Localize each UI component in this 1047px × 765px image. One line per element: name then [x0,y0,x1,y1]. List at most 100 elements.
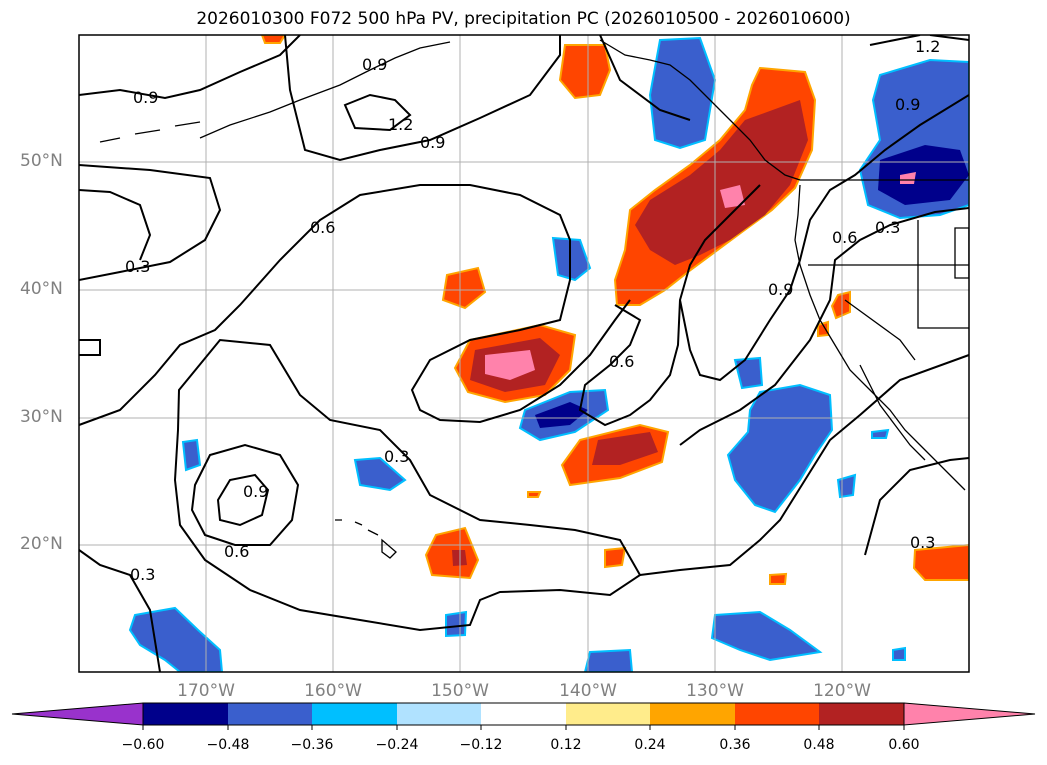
colorbar-extend-min [11,702,144,726]
precip-positive-region [912,543,969,581]
precip-max-core [485,350,535,380]
colorbar-tick-label: 0.60 [888,737,920,753]
pv-contour-0.3 [864,457,969,556]
colorbar-segment [312,703,397,725]
map-title: 2026010300 F072 500 hPa PV, precipitatio… [196,9,851,29]
state-border [954,227,969,279]
precip-negative-region [710,610,823,662]
pv-contour-0.3 [639,354,969,576]
lat-label: 30°N [20,407,63,427]
precip-positive-region [558,44,612,100]
precip-negative-core [535,402,588,428]
pv-contour-0.9 [679,94,969,382]
lon-label: 130°W [686,681,744,701]
pv-contour-0.6 [79,164,222,281]
colorbar-tick-label: 0.12 [550,737,582,753]
coastline-layer [99,39,969,559]
pv-contour-0.6 [578,184,761,427]
pv-contour-1.2 [343,93,412,132]
contour-label: 0.9 [133,88,158,107]
precip-positive-region [260,35,287,44]
contour-label: 0.9 [243,482,268,501]
contour-label: 0.3 [910,533,935,552]
precip-max-core [900,172,916,184]
precip-positive-region [817,320,829,338]
pv-contour-0.6 [190,443,300,546]
colorbar-segment [566,703,650,725]
hawaii-islands [335,519,397,559]
precip-negative-core [878,145,969,205]
colorbar-segment [397,703,481,725]
lon-label: 150°W [431,681,489,701]
lon-label: 170°W [177,681,235,701]
precip-negative-region [871,428,890,439]
lon-label: 120°W [813,681,871,701]
lon-label: 160°W [304,681,362,701]
alaska-peninsula-coast [199,41,451,139]
state-border [917,220,969,329]
pv-contour-0.3 [79,549,161,672]
precip-positive-region [830,290,851,320]
contour-label: 0.3 [384,447,409,466]
precip-negative-region [181,438,202,472]
lat-label: 50°N [20,151,63,171]
colorbar-tick-label: −0.60 [121,737,165,753]
colorbar-tick-label: 0.24 [634,737,666,753]
colorbar-tick-label: −0.36 [290,737,334,753]
contour-label: 0.9 [420,133,445,152]
contour-label: 0.9 [768,280,793,299]
contour-label: 1.2 [388,115,413,134]
pv-contour-0.9 [284,35,561,162]
pv-contour-0.9 [79,35,301,100]
colorbar-segment [650,703,735,725]
contour-label: 1.2 [915,37,940,56]
pv-contour-0.9 [216,473,270,527]
lat-label: 20°N [20,534,63,554]
contour-label: 0.9 [362,55,387,74]
precip-positive-region [441,266,487,310]
precip-positive-region [769,572,788,585]
north-america-coast [794,184,966,491]
precip-positive-core [635,100,808,265]
contour-label: 0.9 [895,95,920,114]
colorbar-tick-label: −0.12 [459,737,503,753]
precip-positive-region [604,546,627,569]
colorbar-extend-max [903,702,1036,726]
precip-positive-region [527,491,542,498]
colorbar-segment [819,703,904,725]
contour-label: 0.6 [832,228,857,247]
colorbar-outline [142,702,905,726]
contour-label: 0.3 [875,218,900,237]
pv-contour-0.3 [173,338,642,632]
map-frame [78,34,970,673]
contour-label: 0.3 [130,565,155,584]
pv-contour-0.6 [679,207,969,446]
colorbar-segment [228,703,312,725]
contour-label: 0.3 [125,257,150,276]
precip-max-core [720,185,745,208]
pv-contour-0.9 [599,35,691,121]
aleutian-islands [99,121,201,143]
lat-label: 40°N [20,279,63,299]
precip-negative-region [583,648,634,672]
pv-contour-1.2 [869,35,969,46]
precip-negative-region [551,236,592,282]
precip-negative-region [892,646,906,661]
precip-negative-region [648,36,717,150]
contour-label: 0.6 [224,542,249,561]
graticule [79,35,969,672]
pv-contour-0.6 [79,184,631,426]
precip-negative-region [836,473,857,499]
contour-label: 0.6 [310,218,335,237]
colorbar-segment [735,703,819,725]
pv-contour-layer [79,35,969,672]
colorbar [11,702,1036,730]
precip-positive-core [592,432,658,465]
precip-negative-region [733,356,764,390]
precipitation-anomaly-layer [128,35,969,672]
pv-contour-0.3 [79,189,152,261]
colorbar-tick-label: 0.36 [719,737,751,753]
precip-negative-region [445,610,468,638]
colorbar-tick-label: 0.48 [803,737,835,753]
